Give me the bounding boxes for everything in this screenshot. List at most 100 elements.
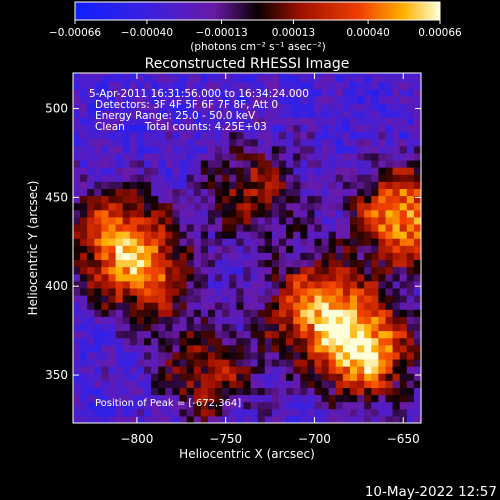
heatmap-cell bbox=[250, 174, 259, 182]
heatmap-cell bbox=[108, 252, 117, 261]
heatmap-cell bbox=[378, 252, 386, 261]
heatmap-cell bbox=[286, 224, 294, 232]
heatmap-cell bbox=[144, 280, 152, 289]
heatmap-cell bbox=[243, 209, 252, 218]
heatmap-cell bbox=[122, 138, 131, 147]
heatmap-cell bbox=[314, 280, 323, 289]
heatmap-cell bbox=[222, 330, 230, 339]
colorbar-tick-label: −0.00040 bbox=[121, 27, 173, 39]
heatmap-cell bbox=[257, 174, 266, 182]
heatmap-cell bbox=[200, 174, 209, 182]
heatmap-cell bbox=[207, 138, 216, 147]
heatmap-cell bbox=[136, 195, 145, 204]
heatmap-cell bbox=[392, 309, 401, 317]
heatmap-cell bbox=[293, 401, 301, 410]
heatmap-cell bbox=[165, 73, 173, 76]
heatmap-cell bbox=[307, 351, 315, 360]
heatmap-cell bbox=[257, 88, 266, 97]
heatmap-cell bbox=[378, 224, 386, 232]
heatmap-cell bbox=[399, 216, 408, 225]
heatmap-cell bbox=[229, 359, 237, 367]
timestamp: 10-May-2022 12:57 bbox=[365, 484, 497, 500]
heatmap-cell bbox=[215, 366, 223, 374]
heatmap-cell bbox=[122, 252, 131, 261]
heatmap-cell bbox=[108, 295, 117, 303]
heatmap-cell bbox=[73, 245, 81, 253]
heatmap-cell bbox=[293, 245, 301, 253]
heatmap-cell bbox=[385, 245, 394, 253]
heatmap-cell bbox=[94, 224, 102, 232]
heatmap-cell bbox=[392, 302, 401, 310]
heatmap-cell bbox=[108, 330, 117, 339]
heatmap-cell bbox=[158, 202, 166, 211]
heatmap-cell bbox=[108, 138, 117, 147]
heatmap-cell bbox=[357, 287, 365, 296]
heatmap-cell bbox=[349, 160, 358, 168]
heatmap-cell bbox=[101, 323, 110, 332]
heatmap-cell bbox=[328, 408, 337, 417]
heatmap-cell bbox=[364, 73, 372, 76]
heatmap-cell bbox=[399, 316, 408, 325]
heatmap-cell bbox=[108, 394, 117, 403]
heatmap-cell bbox=[378, 152, 386, 161]
heatmap-cell bbox=[286, 245, 294, 253]
heatmap-cell bbox=[236, 351, 244, 360]
heatmap-cell bbox=[271, 110, 280, 118]
heatmap-cell bbox=[385, 124, 394, 133]
heatmap-cell bbox=[165, 295, 173, 303]
heatmap-cell bbox=[278, 344, 287, 353]
heatmap-cell bbox=[236, 359, 244, 367]
heatmap-cell bbox=[108, 351, 117, 360]
heatmap-cell bbox=[73, 266, 81, 275]
heatmap-cell bbox=[115, 74, 124, 83]
heatmap-cell bbox=[115, 124, 124, 133]
heatmap-cell bbox=[406, 188, 415, 197]
heatmap-cell bbox=[364, 238, 372, 246]
colorbar-tick-label: 0.00066 bbox=[418, 27, 462, 39]
heatmap-cell bbox=[378, 88, 386, 97]
heatmap-cell bbox=[129, 316, 138, 325]
heatmap-cell bbox=[193, 401, 202, 410]
heatmap-cell bbox=[108, 273, 117, 282]
heatmap-cell bbox=[101, 408, 110, 417]
heatmap-cell bbox=[293, 330, 301, 339]
heatmap-cell bbox=[328, 266, 337, 275]
heatmap-cell bbox=[165, 188, 173, 197]
heatmap-cell bbox=[314, 131, 323, 140]
heatmap-cell bbox=[193, 117, 202, 126]
heatmap-cell bbox=[172, 167, 181, 175]
colorbar-tick-label: −0.00066 bbox=[49, 27, 102, 39]
heatmap-cell bbox=[399, 209, 408, 218]
heatmap-cell bbox=[186, 88, 195, 97]
heatmap-cell bbox=[357, 316, 365, 325]
heatmap-cell bbox=[342, 224, 351, 232]
heatmap-cell bbox=[335, 145, 344, 154]
heatmap-cell bbox=[236, 252, 244, 261]
heatmap-cell bbox=[115, 96, 124, 104]
heatmap-cell bbox=[215, 117, 223, 126]
heatmap-cell bbox=[165, 273, 173, 282]
heatmap-cell bbox=[94, 81, 102, 90]
heatmap-cell bbox=[73, 302, 81, 310]
heatmap-cell bbox=[293, 145, 301, 154]
heatmap-cell bbox=[186, 302, 195, 310]
heatmap-cell bbox=[200, 373, 209, 381]
heatmap-cell bbox=[307, 273, 315, 282]
heatmap-cell bbox=[406, 231, 415, 239]
heatmap-cell bbox=[73, 145, 81, 154]
heatmap-cell bbox=[342, 131, 351, 140]
heatmap-cell bbox=[250, 316, 259, 325]
heatmap-cell bbox=[94, 167, 102, 175]
heatmap-cell bbox=[342, 273, 351, 282]
heatmap-cell bbox=[158, 323, 166, 332]
heatmap-cell bbox=[335, 359, 344, 367]
heatmap-cell bbox=[186, 188, 195, 197]
heatmap-cell bbox=[406, 287, 415, 296]
heatmap-cell bbox=[236, 366, 244, 374]
heatmap-cell bbox=[193, 160, 202, 168]
heatmap-cell bbox=[342, 152, 351, 161]
heatmap-cell bbox=[193, 337, 202, 346]
heatmap-cell bbox=[293, 167, 301, 175]
heatmap-cell bbox=[314, 202, 323, 211]
heatmap-cell bbox=[271, 96, 280, 104]
